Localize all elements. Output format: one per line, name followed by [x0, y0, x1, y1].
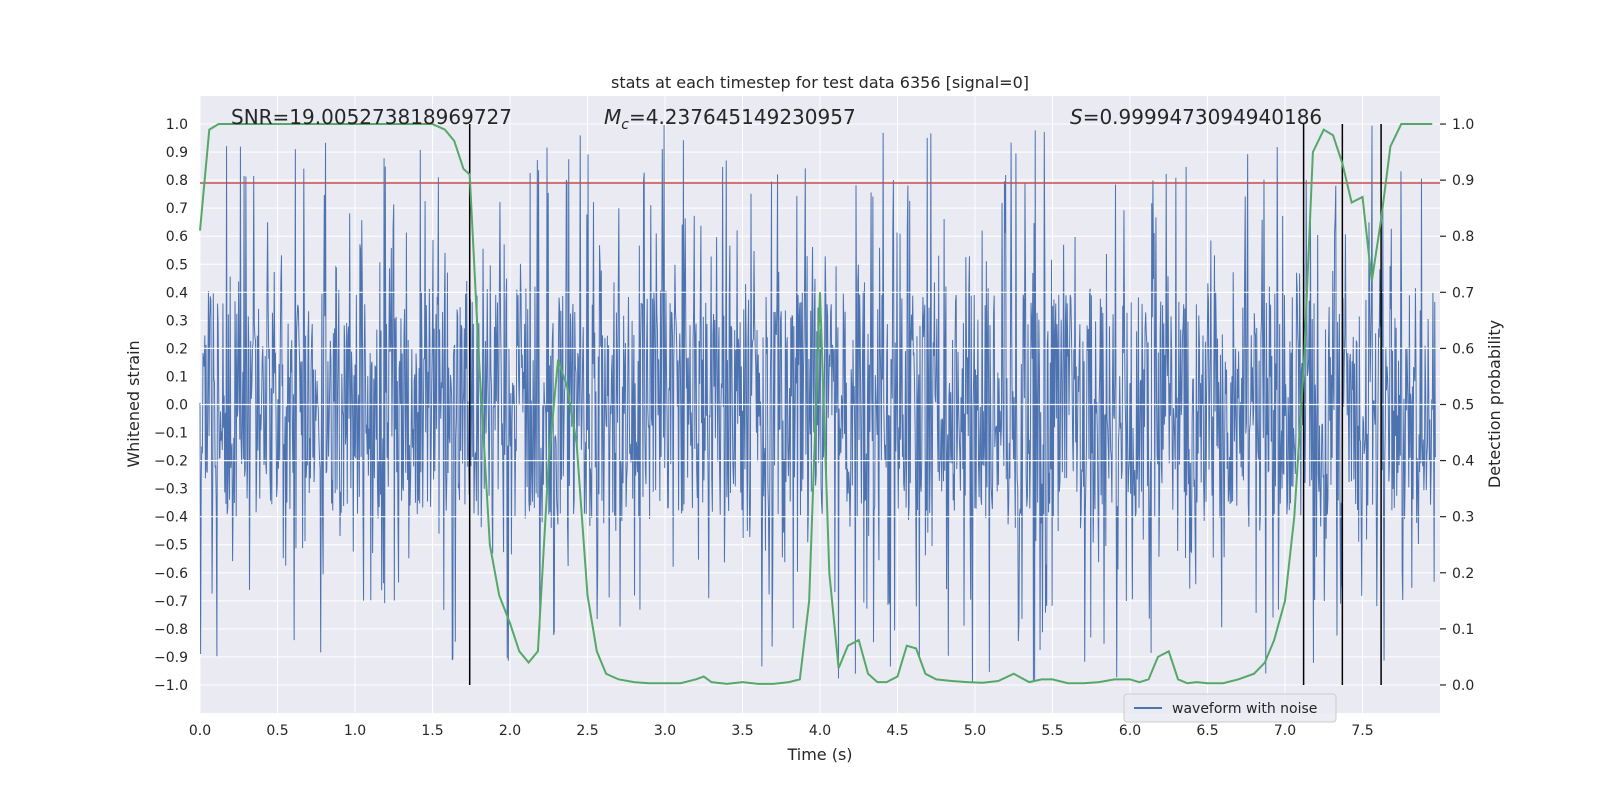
y2-tick-label-0: 0.0 [1452, 678, 1474, 694]
x-tick-label-9: 4.5 [886, 723, 908, 739]
legend-label-waveform: waveform with noise [1172, 701, 1317, 717]
y-tick-label-5: −0.5 [154, 538, 188, 554]
y-tick-label-19: 0.9 [166, 145, 188, 161]
y2-tick-label-5: 0.5 [1452, 398, 1474, 414]
y-tick-label-20: 1.0 [166, 117, 188, 133]
x-tick-label-15: 7.5 [1351, 723, 1373, 739]
x-tick-label-8: 4.0 [809, 723, 831, 739]
score-annotation: S=0.9999473094940186 [1070, 105, 1322, 129]
x-tick-label-2: 1.0 [344, 723, 366, 739]
x-tick-label-11: 5.5 [1041, 723, 1063, 739]
y-tick-label-7: −0.3 [154, 482, 188, 498]
score-symbol: S [1070, 105, 1083, 129]
x-tick-label-14: 7.0 [1274, 723, 1296, 739]
y-tick-label-14: 0.4 [166, 285, 188, 301]
chart-title: stats at each timestep for test data 635… [611, 73, 1029, 92]
y2-tick-label-1: 0.1 [1452, 622, 1474, 638]
x-tick-label-5: 2.5 [576, 723, 598, 739]
x-tick-label-13: 6.5 [1196, 723, 1218, 739]
y2-tick-label-2: 0.2 [1452, 566, 1474, 582]
vertical-lines-group [468, 124, 1382, 685]
y-axis-label: Whitened strain [124, 340, 143, 467]
y2-axis-label: Detection probability [1485, 320, 1504, 488]
x-tick-label-6: 3.0 [654, 723, 676, 739]
legend: waveform with noise [1123, 693, 1337, 723]
y2-tick-label-8: 0.8 [1452, 229, 1474, 245]
legend-box [1123, 693, 1337, 723]
y-tick-label-9: −0.1 [154, 426, 188, 442]
y2-tick-label-6: 0.6 [1452, 341, 1474, 357]
y-tick-label-10: 0.0 [166, 398, 188, 414]
x-axis-ticks: 0.0 0.5 1.0 1.5 2.0 2.5 3.0 3.5 4.0 4.5 5.0 5.5 6.0 6… [189, 723, 1374, 739]
x-tick-label-4: 2.0 [499, 723, 521, 739]
y-tick-label-1: −0.9 [154, 650, 188, 666]
y-tick-label-16: 0.6 [166, 229, 188, 245]
x-tick-label-0: 0.0 [189, 723, 211, 739]
x-tick-label-12: 6.0 [1119, 723, 1141, 739]
y2-tick-label-3: 0.3 [1452, 510, 1474, 526]
probability-series [199, 123, 1433, 685]
y-tick-label-3: −0.7 [154, 594, 188, 610]
y-tick-label-6: −0.4 [154, 510, 188, 526]
y-tick-label-2: −0.8 [154, 622, 188, 638]
y2-tick-label-7: 0.7 [1452, 285, 1474, 301]
score-value: =0.9999473094940186 [1083, 105, 1322, 129]
y-tick-label-18: 0.8 [166, 173, 188, 189]
x-tick-label-10: 5.0 [964, 723, 986, 739]
chirp-mass-symbol: M [604, 105, 621, 129]
x-tick-label-7: 3.5 [731, 723, 753, 739]
chirp-mass-annotation: Mc=4.237645149230957 [604, 105, 856, 133]
x-tick-label-3: 1.5 [421, 723, 443, 739]
y-tick-label-0: −1.0 [154, 678, 188, 694]
y-axis-ticks: −1.0 −0.9 −0.8 −0.7 −0.6 −0.5 −0.4 −0.3 −0.2 −0.1… [154, 117, 188, 694]
y-tick-label-8: −0.2 [154, 454, 188, 470]
y-tick-label-11: 0.1 [166, 369, 188, 385]
y-tick-label-15: 0.5 [166, 257, 188, 273]
y2-tick-label-9: 0.9 [1452, 173, 1474, 189]
x-tick-label-1: 0.5 [266, 723, 288, 739]
chirp-mass-subscript: c [621, 117, 629, 133]
y2-tick-label-4: 0.4 [1452, 454, 1474, 470]
detection-probability-line [199, 123, 1433, 685]
y-tick-label-13: 0.3 [166, 313, 188, 329]
y-tick-label-4: −0.6 [154, 566, 188, 582]
y2-axis-ticks: 0.0 0.1 0.2 0.3 0.4 0.5 0.6 0.7 0.8 0.9 1.0 [1440, 117, 1474, 694]
x-axis-label: Time (s) [786, 745, 852, 764]
snr-annotation: SNR=19.005273818969727 [231, 105, 512, 129]
y2-tick-label-10: 1.0 [1452, 117, 1474, 133]
chirp-mass-value: =4.237645149230957 [629, 105, 856, 129]
y-tick-label-17: 0.7 [166, 201, 188, 217]
y-tick-label-12: 0.2 [166, 341, 188, 357]
